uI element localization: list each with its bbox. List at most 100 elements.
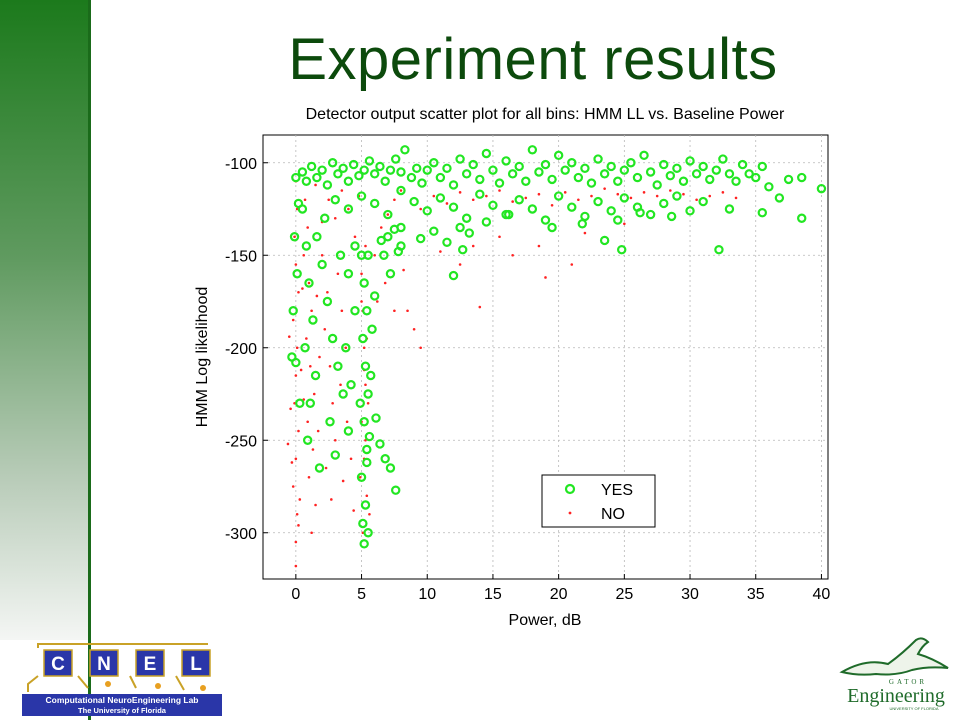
yes-point [306,161,317,172]
yes-point [359,165,369,175]
no-point [297,290,300,294]
yes-point [396,185,406,196]
cnel-letter: C [51,654,65,675]
no-point [439,250,442,253]
y-tick-label: -250 [225,433,257,450]
yes-point [593,154,603,164]
no-point [419,207,422,211]
no-point [339,383,342,387]
yes-point [356,472,367,482]
yes-point [320,213,330,223]
legend: YES NO [541,474,656,528]
no-point [563,191,567,194]
y-tick-label: -200 [225,341,257,358]
no-point [360,272,363,276]
yes-point [672,191,682,201]
scatter-chart: Detector output scatter plot for all bin… [194,106,830,629]
yes-point [356,250,367,260]
yes-point [310,370,321,381]
no-point [307,281,311,285]
no-point [524,196,528,200]
yes-point [521,176,531,186]
no-point [708,194,712,198]
yes-point [359,539,369,549]
no-point [347,207,350,211]
yes-point [435,172,446,183]
no-point [471,244,475,248]
yes-point [626,158,636,168]
yes-point [659,198,669,209]
no-point [393,309,396,313]
yes-point [599,169,610,179]
yes-point [751,172,761,183]
no-point [323,327,327,331]
no-point [419,346,422,350]
yes-point [797,213,807,223]
yes-point [369,198,380,209]
no-point [373,253,376,257]
no-point [362,346,366,350]
no-point [290,461,294,464]
y-tick-label: -150 [225,248,257,265]
legend-no-marker [568,511,572,515]
yes-point [567,158,577,168]
yes-point [442,163,452,174]
x-tick-label: 35 [747,586,765,603]
yes-point [348,159,359,170]
x-tick-label: 0 [291,586,300,603]
yes-point [417,178,427,188]
no-point [291,485,295,488]
yes-point [358,333,368,344]
no-point [327,198,330,202]
no-point [498,235,501,239]
yes-point [379,250,389,260]
no-point [294,564,298,568]
no-point [402,268,405,272]
yes-point [461,213,472,223]
yes-point [593,196,603,207]
x-tick-label: 5 [357,586,366,603]
yes-point [363,528,373,538]
yes-point [359,278,369,288]
yes-point [350,306,360,316]
yes-point [475,174,485,185]
no-point [298,498,302,501]
legend-yes-label: YES [601,482,633,499]
yes-point [666,211,677,222]
yes-point [338,389,348,399]
yes-point [448,270,459,281]
no-point [302,253,306,257]
no-point [365,494,369,498]
yes-point [371,413,381,423]
yes-point [375,439,385,449]
no-point [310,309,313,313]
no-point [289,407,292,411]
yes-point [504,209,514,220]
yes-point [380,176,390,186]
yes-point [385,269,396,279]
no-point [386,213,390,216]
no-point [303,198,307,202]
yes-point [364,156,375,166]
yes-point [685,206,695,216]
y-axis-label: HMM Log likelihood [194,287,211,428]
no-point [537,192,541,196]
yes-point [613,176,623,186]
yes-point [343,176,354,186]
no-point [340,189,344,192]
no-point [485,194,488,198]
no-point [577,198,580,202]
yes-point [783,174,794,185]
yes-point [288,306,298,316]
no-point [328,364,332,368]
yes-point [757,207,768,218]
yes-point [711,165,722,175]
no-point [383,281,387,285]
x-tick-label: 10 [418,586,436,603]
no-point [445,202,449,205]
yes-point [635,207,645,218]
no-point [291,318,295,322]
yes-point [325,417,335,427]
yes-point [577,219,587,229]
no-point [364,383,367,387]
